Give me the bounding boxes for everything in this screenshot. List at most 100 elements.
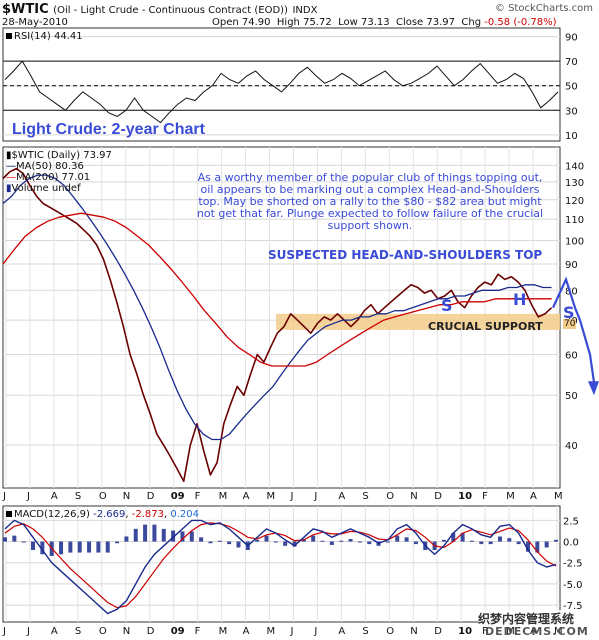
- macd-histogram-bar: [255, 539, 260, 542]
- macd-x-tick-label: A: [530, 626, 537, 637]
- macd-histogram-bar: [292, 541, 297, 547]
- ma200-line: [2, 212, 552, 367]
- macd-histogram-bar: [311, 535, 316, 542]
- chart-title: Light Crude: 2-year Chart: [12, 121, 205, 138]
- price-x-tick-label: D: [434, 491, 442, 502]
- low-label: Low: [338, 17, 358, 28]
- price-x-tick-label: F: [482, 491, 488, 502]
- price-x-tick-label: S: [362, 491, 368, 502]
- macd-histogram-bar: [227, 541, 232, 545]
- price-x-tick-label: J: [26, 491, 30, 502]
- price-tick-label: 140: [565, 161, 584, 172]
- rsi-tick-label: 50: [565, 82, 578, 93]
- macd-histogram-bar: [516, 541, 521, 545]
- macd-histogram-bar: [152, 524, 157, 542]
- macd-legend-macd: -2.669: [93, 509, 126, 520]
- macd-x-tick-label: J: [313, 626, 317, 637]
- macd-histogram-bar: [395, 535, 400, 542]
- macd-histogram-bar: [441, 539, 446, 542]
- macd-histogram-bar: [96, 541, 101, 553]
- price-x-tick-label: D: [147, 491, 155, 502]
- volume-bars-icon: ▮: [6, 183, 12, 194]
- annotation-paragraph: As a worthy member of the popular club o…: [196, 171, 544, 232]
- macd-legend-name: MACD(12,26,9): [14, 509, 90, 520]
- price-x-tick-label: J: [289, 491, 293, 502]
- macd-histogram-bar: [497, 536, 502, 542]
- macd-histogram-bar: [264, 535, 269, 542]
- macd-histogram-bar: [357, 541, 362, 543]
- macd-x-tick-label: S: [75, 626, 81, 637]
- macd-x-tick-label: A: [338, 626, 345, 637]
- macd-histogram-bar: [554, 539, 558, 542]
- price-x-tick-label: 10: [458, 491, 472, 502]
- price-legend-item: —MA(200) 77.01: [6, 172, 112, 183]
- symbol: $WTIC: [2, 2, 49, 17]
- macd-histogram-bar: [488, 541, 493, 545]
- macd-x-tick-label: O: [386, 626, 394, 637]
- price-x-tick-label: A: [338, 491, 345, 502]
- legend-ma200: MA(200) 77.01: [16, 172, 91, 183]
- macd-histogram-bar: [320, 540, 325, 542]
- macd-x-tick-label: M: [506, 626, 515, 637]
- macd-histogram-bar: [180, 531, 185, 542]
- macd-tick-label: -2.5: [563, 559, 583, 570]
- price-x-tick-label: A: [530, 491, 537, 502]
- macd-histogram-bar: [208, 541, 213, 544]
- rsi-tick-label: 10: [565, 131, 578, 142]
- macd-histogram-bar: [115, 541, 120, 544]
- macd-histogram-bar: [59, 541, 64, 555]
- rsi-tick-label: 30: [565, 106, 578, 117]
- price-x-tick-label: M: [506, 491, 515, 502]
- ma50-line-icon: —: [6, 161, 16, 172]
- high-label: High: [276, 17, 300, 28]
- macd-x-tick-label: D: [147, 626, 155, 637]
- macd-histogram-bar: [3, 537, 7, 542]
- macd-x-tick-label: M: [267, 626, 276, 637]
- price-tick-label: 50: [565, 391, 578, 402]
- price-tick-label: 130: [565, 178, 584, 189]
- exchange: INDX: [292, 5, 318, 16]
- ohlc-line: Open 74.90 High 75.72 Low 73.13 Close 73…: [212, 17, 557, 28]
- annotation-hs-top: SUSPECTED HEAD-AND-SHOULDERS TOP: [268, 248, 543, 262]
- legend-ma50: MA(50) 80.36: [16, 161, 84, 172]
- macd-legend-signal: -2.873: [131, 509, 164, 520]
- macd-x-tick-label: F: [482, 626, 488, 637]
- macd-histogram-bar: [161, 528, 166, 542]
- macd-x-tick-label: J: [26, 626, 30, 637]
- macd-histogram-bar: [469, 540, 474, 542]
- price-x-tick-label: O: [99, 491, 107, 502]
- rsi-legend-text: RSI(14) 44.41: [14, 31, 83, 42]
- macd-histogram-bar: [283, 541, 288, 546]
- macd-histogram-bar: [77, 541, 82, 553]
- macd-histogram-bar: [199, 537, 204, 542]
- price-tick-label: 120: [565, 196, 584, 207]
- macd-legend-hist: 0.204: [170, 509, 199, 520]
- macd-histogram-bar: [413, 541, 418, 545]
- price-x-tick-label: M: [554, 491, 563, 502]
- macd-histogram-bar: [451, 533, 456, 542]
- legend-volume: Volume undef: [11, 183, 81, 194]
- price-legend-item: —MA(50) 80.36: [6, 161, 112, 172]
- macd-x-tick-label: D: [434, 626, 442, 637]
- macd-histogram-bar: [143, 524, 148, 542]
- macd-histogram-bar: [273, 541, 278, 543]
- macd-histogram-bar: [348, 539, 353, 542]
- watermark: © StockCharts.com: [494, 3, 593, 14]
- last-value-tag: 70: [563, 319, 577, 329]
- chg-value: -0.58 (-0.78%): [484, 17, 557, 28]
- macd-histogram-bar: [329, 541, 334, 545]
- price-x-tick-label: O: [386, 491, 394, 502]
- price-legend-item: ▮Volume undef: [6, 183, 112, 194]
- rsi-panel: [2, 27, 561, 142]
- symbol-title: $WTIC (Oil - Light Crude - Continuous Co…: [2, 2, 317, 17]
- rsi-line: [4, 60, 559, 124]
- instrument-name: (Oil - Light Crude - Continuous Contract…: [53, 5, 288, 16]
- price-x-tick-label: J: [2, 491, 6, 502]
- high-value: 75.72: [303, 17, 332, 28]
- macd-legend: MACD(12,26,9) -2.669, -2.873, 0.204: [6, 509, 199, 520]
- close-value: 73.97: [426, 17, 456, 28]
- breakdown-arrowhead: [588, 381, 599, 396]
- macd-legend-icon: [6, 511, 12, 517]
- candle-icon: ▮: [6, 150, 12, 161]
